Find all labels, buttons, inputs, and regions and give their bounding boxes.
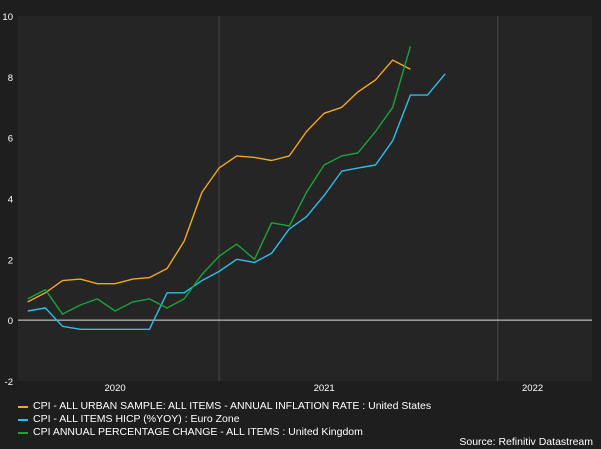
legend-label-euro-zone: CPI - ALL ITEMS HICP (%YOY) : Euro Zone [33,413,240,425]
x-tick-label-2020: 2020 [105,383,126,394]
y-tick-label-2: 2 [8,255,13,266]
source-note: Source: Refinitiv Datastream [459,436,593,448]
series-line-euro-zone [27,73,446,330]
y-tick-label-6: 6 [8,134,13,145]
y-tick-label-4: 4 [8,195,13,206]
series-line-us [27,59,411,303]
legend-item-uk: CPI ANNUAL PERCENTAGE CHANGE - ALL ITEMS… [18,426,431,439]
y-tick-label-8: 8 [8,73,13,84]
x-tick-label-2022: 2022 [522,383,543,394]
plot-area [18,16,592,381]
y-tick-label-10: 10 [2,12,13,23]
y-tick-label-0: 0 [8,316,13,327]
legend-swatch-uk [18,431,28,434]
legend-item-us: CPI - ALL URBAN SAMPLE: ALL ITEMS - ANNU… [18,400,431,413]
legend: CPI - ALL URBAN SAMPLE: ALL ITEMS - ANNU… [18,400,431,439]
x-tick-label-2021: 2021 [314,383,335,394]
series-line-uk [27,46,412,315]
legend-swatch-euro-zone [18,418,28,421]
legend-label-us: CPI - ALL URBAN SAMPLE: ALL ITEMS - ANNU… [33,400,432,412]
y-tick-label--2: -2 [5,377,13,388]
legend-swatch-us [18,405,28,408]
legend-item-euro-zone: CPI - ALL ITEMS HICP (%YOY) : Euro Zone [18,413,431,426]
legend-label-uk: CPI ANNUAL PERCENTAGE CHANGE - ALL ITEMS… [33,426,363,438]
